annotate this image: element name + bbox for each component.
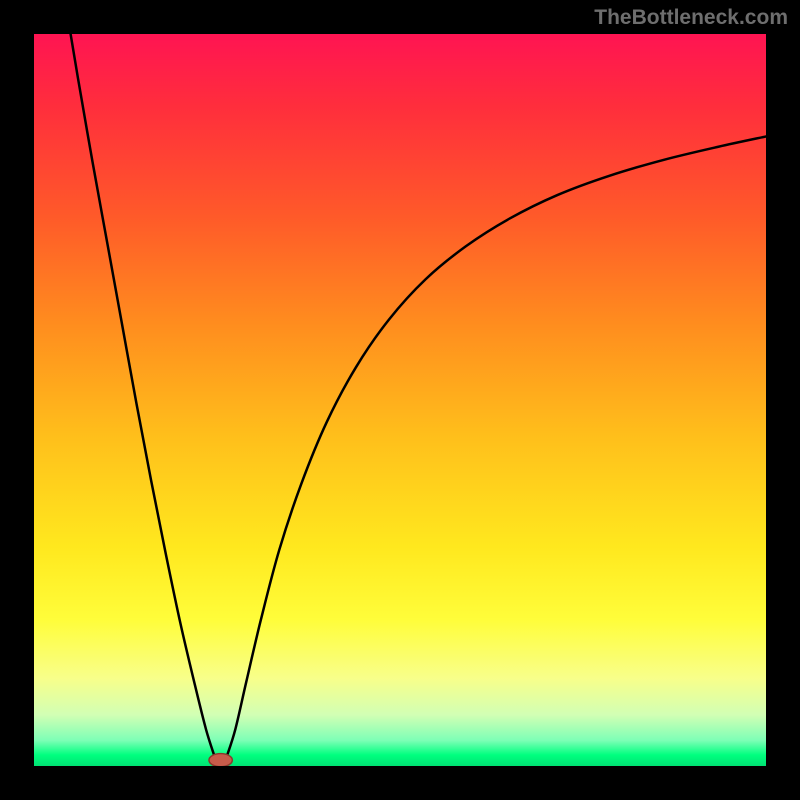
watermark-text: TheBottleneck.com [594, 6, 788, 30]
plot-svg [0, 0, 800, 800]
plot-area [34, 34, 766, 766]
figure-container: TheBottleneck.com [0, 0, 800, 800]
bottleneck-marker [209, 754, 232, 767]
